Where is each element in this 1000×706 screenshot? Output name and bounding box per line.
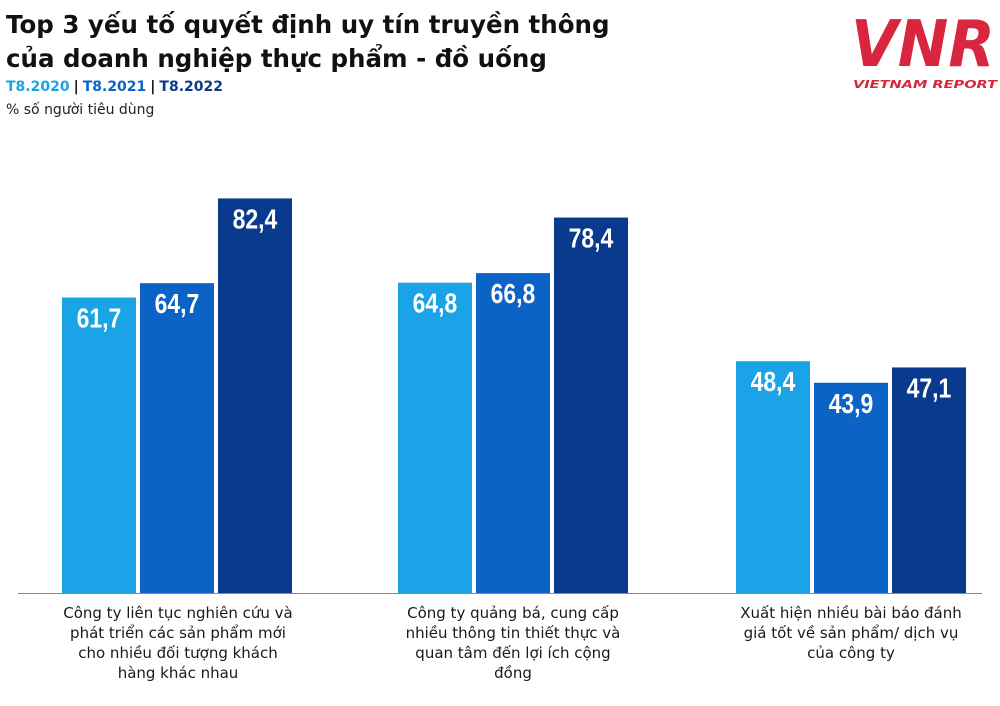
category-label-1: Công ty liên tục nghiên cứu và phát triển… <box>53 603 303 683</box>
category-label-line: nhiều thông tin thiết thực và <box>405 624 621 642</box>
bar-T8.2022-1 <box>218 198 292 593</box>
category-label-line: Công ty liên tục nghiên cứu và <box>63 604 293 622</box>
data-label-T8.2022-3: 47,1 <box>907 373 952 404</box>
data-label-T8.2021-1: 64,7 <box>155 289 200 320</box>
data-label-T8.2022-2: 78,4 <box>569 223 614 254</box>
bar-T8.2020-2 <box>398 282 472 593</box>
logo-text: VIETNAM REPORT <box>853 78 999 91</box>
category-label-line: đồng <box>494 664 532 682</box>
category-label-line: Xuất hiện nhiều bài báo đánh <box>740 604 962 622</box>
category-label-line: hàng khác nhau <box>117 664 239 682</box>
category-label-line: quan tâm đến lợi ích cộng <box>415 644 611 662</box>
bar-T8.2020-1 <box>62 297 136 593</box>
data-label-T8.2021-2: 66,8 <box>491 279 536 310</box>
chart-title: Top 3 yếu tố quyết định uy tín truyền th… <box>6 8 726 76</box>
legend: T8.2020 | T8.2021 | T8.2022 <box>6 79 223 95</box>
legend-item-2022: T8.2022 <box>159 79 223 95</box>
bar-T8.2021-2 <box>476 273 550 593</box>
data-label-T8.2022-1: 82,4 <box>233 204 278 235</box>
legend-separator: | <box>73 79 79 95</box>
category-label-line: phát triển các sản phẩm mới <box>70 624 286 642</box>
chart-title-line-2: của doanh nghiệp thực phẩm - đồ uống <box>6 44 547 73</box>
bar-T8.2022-2 <box>554 217 628 593</box>
category-label-line: Công ty quảng bá, cung cấp <box>407 604 619 622</box>
vietnam-report-logo: VNR VIETNAM REPORT <box>851 8 999 91</box>
legend-separator: | <box>150 79 156 95</box>
bar-T8.2021-3 <box>814 382 888 593</box>
category-label-3: Xuất hiện nhiều bài báo đánh giá tốt về s… <box>726 603 976 663</box>
category-label-2: Công ty quảng bá, cung cấp nhiều thông ti… <box>388 603 638 683</box>
bar-T8.2020-3 <box>736 361 810 593</box>
data-label-T8.2020-1: 61,7 <box>77 303 122 334</box>
bar-T8.2021-1 <box>140 283 214 593</box>
legend-item-2021: T8.2021 <box>82 79 147 95</box>
chart-title-line-1: Top 3 yếu tố quyết định uy tín truyền th… <box>6 10 610 39</box>
data-label-T8.2021-3: 43,9 <box>829 389 874 420</box>
category-label-line: của công ty <box>807 644 895 662</box>
unit-label: % số người tiêu dùng <box>6 102 155 118</box>
data-label-T8.2020-3: 48,4 <box>751 367 796 398</box>
legend-item-2020: T8.2020 <box>6 79 70 95</box>
category-label-line: cho nhiều đối tượng khách <box>78 644 278 662</box>
logo-mark: VNR <box>851 8 995 82</box>
data-label-T8.2020-2: 64,8 <box>413 289 458 320</box>
category-label-line: giá tốt về sản phẩm/ dịch vụ <box>743 624 959 642</box>
bar-T8.2022-3 <box>892 367 966 593</box>
